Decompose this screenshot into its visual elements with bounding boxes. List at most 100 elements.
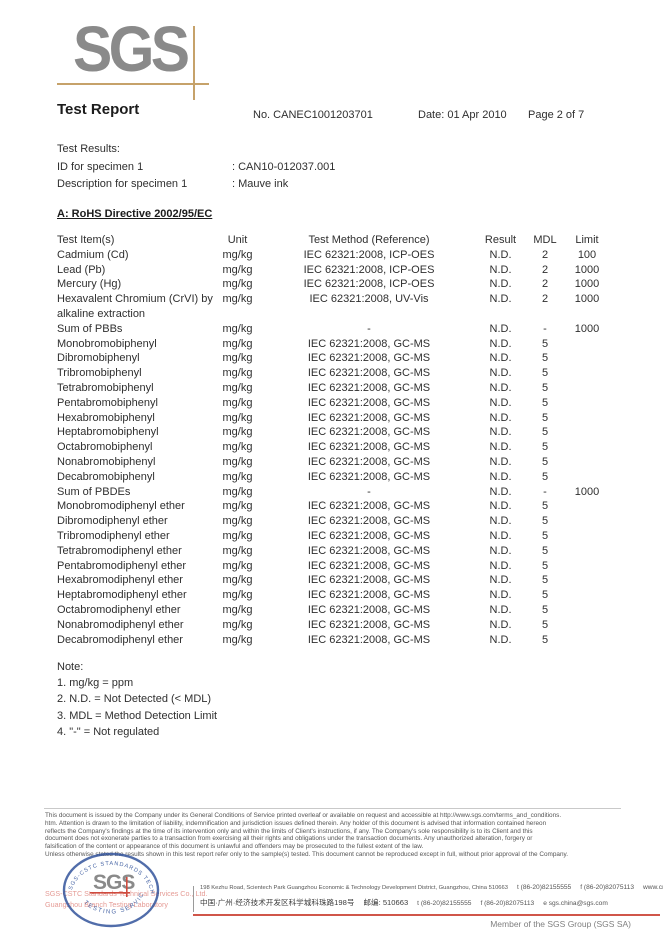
- cell-test-item: Tribromodiphenyl ether: [57, 529, 170, 542]
- cell-test-method: IEC 62321:2008, GC-MS: [307, 515, 431, 528]
- cell-test-method: -: [367, 322, 371, 335]
- cell-unit: mg/kg: [222, 337, 253, 350]
- legal-text-line: falsification of the content or appearan…: [45, 843, 424, 851]
- cell-test-method: IEC 62321:2008, GC-MS: [307, 381, 431, 394]
- cell-result: N.D.: [489, 248, 512, 261]
- stamp-logo-underline: [90, 892, 130, 894]
- cell-unit: mg/kg: [222, 529, 253, 542]
- section-a-title: A: RoHS Directive 2002/95/EC: [57, 207, 213, 220]
- cell-result: N.D.: [489, 574, 512, 587]
- cell-test-method: -: [367, 485, 371, 498]
- table-row: Tetrabromobiphenyl mg/kg IEC 62321:2008,…: [57, 381, 609, 396]
- table-row: Tetrabromodiphenyl ether mg/kg IEC 62321…: [57, 544, 609, 559]
- cell-mdl: 5: [541, 337, 549, 350]
- report-number: No. CANEC1001203701: [253, 109, 373, 121]
- cell-test-item: Hexavalent Chromium (CrVI) by alkaline e…: [57, 293, 213, 320]
- website: www.cn.sgs.com: [643, 884, 663, 891]
- cell-test-item: Decabromobiphenyl: [57, 470, 155, 483]
- page-title: Test Report: [57, 101, 140, 118]
- header-test-item: Test Item(s): [57, 234, 115, 246]
- legal-text-line: document does not exonerate parties to a…: [45, 835, 533, 843]
- cell-test-item: Tribromobiphenyl: [57, 367, 142, 380]
- cell-result: N.D.: [489, 559, 512, 572]
- cell-test-method: IEC 62321:2008, GC-MS: [307, 455, 431, 468]
- cell-mdl: 5: [541, 367, 549, 380]
- cell-limit: 1000: [574, 278, 600, 291]
- table-row: Decabromodiphenyl ether mg/kg IEC 62321:…: [57, 633, 609, 648]
- cell-unit: mg/kg: [222, 589, 253, 602]
- table-row: Hexabromodiphenyl ether mg/kg IEC 62321:…: [57, 573, 609, 588]
- table-row: Sum of PBBs mg/kg - N.D. - 1000: [57, 322, 609, 337]
- cell-test-method: IEC 62321:2008, GC-MS: [307, 544, 431, 557]
- cell-test-item: Lead (Pb): [57, 263, 106, 276]
- cell-mdl: 5: [541, 544, 549, 557]
- cell-test-item: Heptabromodiphenyl ether: [57, 589, 187, 602]
- address-block: 198 Kezhu Road, Scientech Park Guangzhou…: [200, 884, 663, 910]
- cell-limit: 100: [577, 248, 597, 261]
- cell-result: N.D.: [489, 455, 512, 468]
- footer-red-line: [193, 914, 660, 916]
- cell-unit: mg/kg: [222, 470, 253, 483]
- note-item: 3. MDL = Method Detection Limit: [57, 709, 218, 722]
- cell-result: N.D.: [489, 411, 512, 424]
- cell-result: N.D.: [489, 618, 512, 631]
- cell-mdl: 5: [541, 381, 549, 394]
- cell-unit: mg/kg: [222, 485, 253, 498]
- cell-test-item: Cadmium (Cd): [57, 248, 129, 261]
- header-limit: Limit: [575, 234, 599, 246]
- phone-cn: t (86-20)82155555: [417, 900, 472, 907]
- test-results-heading: Test Results:: [57, 143, 120, 155]
- cell-test-item: Monobromodiphenyl ether: [57, 500, 185, 513]
- cell-test-item: Monobromobiphenyl: [57, 337, 157, 350]
- footer-divider: [44, 808, 621, 809]
- cell-test-item: Tetrabromobiphenyl: [57, 381, 154, 394]
- cell-mdl: 2: [541, 278, 549, 291]
- cell-unit: mg/kg: [222, 618, 253, 631]
- cell-test-method: IEC 62321:2008, ICP-OES: [303, 263, 435, 276]
- table-row: Heptabromodiphenyl ether mg/kg IEC 62321…: [57, 588, 609, 603]
- table-header-row: Test Item(s) Unit Test Method (Reference…: [57, 233, 609, 248]
- table-row: Hexavalent Chromium (CrVI) by alkaline e…: [57, 292, 609, 322]
- cell-test-method: IEC 62321:2008, GC-MS: [307, 589, 431, 602]
- fax-cn: f (86-20)82075113: [480, 900, 535, 907]
- cell-test-item: Nonabromodiphenyl ether: [57, 618, 184, 631]
- email: e sgs.china@sgs.com: [543, 900, 608, 907]
- cell-test-item: Nonabromobiphenyl: [57, 455, 156, 468]
- specimen-description-value: : Mauve ink: [232, 178, 289, 190]
- cell-unit: mg/kg: [222, 441, 253, 454]
- cell-unit: mg/kg: [222, 381, 253, 394]
- cell-test-item: Octabromobiphenyl: [57, 441, 153, 454]
- cell-test-method: IEC 62321:2008, GC-MS: [307, 352, 431, 365]
- cell-test-method: IEC 62321:2008, GC-MS: [307, 574, 431, 587]
- legal-text-line: htm. Attention is drawn to the limitatio…: [45, 819, 547, 827]
- legal-text-line: Unless otherwise stated the results show…: [45, 850, 568, 858]
- header-unit: Unit: [227, 234, 248, 246]
- table-row: Nonabromobiphenyl mg/kg IEC 62321:2008, …: [57, 455, 609, 470]
- sgs-logo: SGS: [57, 13, 217, 104]
- cell-test-method: IEC 62321:2008, GC-MS: [307, 618, 431, 631]
- cell-test-method: IEC 62321:2008, ICP-OES: [303, 248, 435, 261]
- cell-mdl: 5: [541, 633, 549, 646]
- sgs-logo-text: SGS: [73, 13, 190, 85]
- cell-unit: mg/kg: [222, 426, 253, 439]
- stamp-seal-icon: SGS-CSTC STANDARDS TECHNICAL SERVICES TE…: [57, 847, 160, 928]
- fax-en: f (86-20)82075113: [580, 884, 635, 891]
- cell-unit: mg/kg: [222, 559, 253, 572]
- member-line: Member of the SGS Group (SGS SA): [490, 919, 631, 929]
- cell-result: N.D.: [489, 322, 512, 335]
- table-row: Monobromodiphenyl ether mg/kg IEC 62321:…: [57, 499, 609, 514]
- cell-result: N.D.: [489, 544, 512, 557]
- cell-unit: mg/kg: [222, 574, 253, 587]
- results-table: Test Item(s) Unit Test Method (Reference…: [57, 233, 609, 647]
- cell-result: N.D.: [489, 278, 512, 291]
- cell-test-item: Dibromodiphenyl ether: [57, 515, 168, 528]
- cell-limit: 1000: [574, 322, 600, 335]
- cell-result: N.D.: [489, 515, 512, 528]
- cell-unit: mg/kg: [222, 278, 253, 291]
- cell-test-method: IEC 62321:2008, GC-MS: [307, 529, 431, 542]
- cell-test-method: IEC 62321:2008, ICP-OES: [303, 278, 435, 291]
- cell-mdl: 5: [541, 529, 549, 542]
- cell-mdl: -: [543, 485, 547, 498]
- cell-unit: mg/kg: [222, 515, 253, 528]
